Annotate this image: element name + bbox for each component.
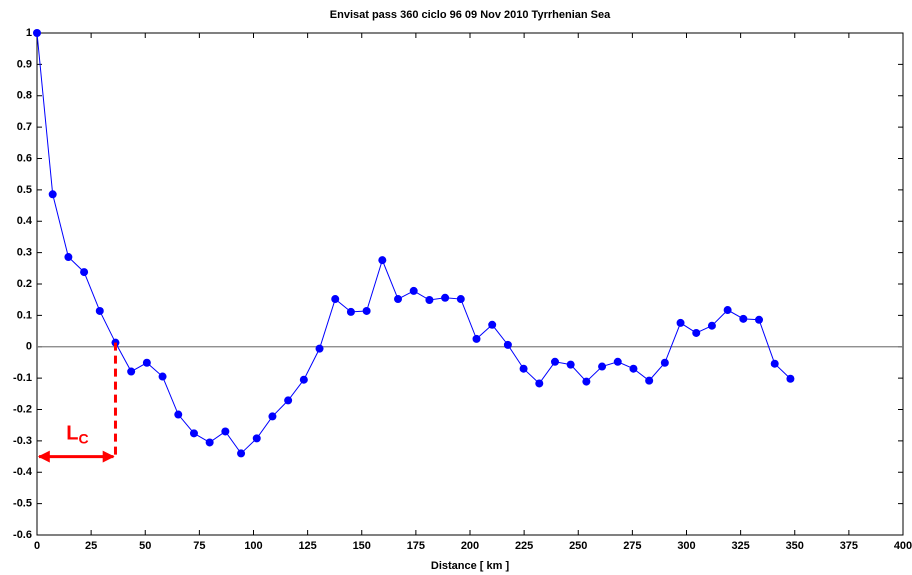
y-tick-label: 0.1 bbox=[17, 309, 32, 321]
annotation-subscript: C bbox=[78, 430, 88, 446]
data-point bbox=[456, 295, 465, 304]
data-point bbox=[503, 340, 512, 349]
y-tick-label: -0.1 bbox=[13, 372, 32, 384]
data-point bbox=[535, 379, 544, 388]
annotation-main: L bbox=[66, 423, 78, 445]
data-point bbox=[629, 364, 638, 373]
x-tick-label: 25 bbox=[85, 540, 97, 552]
data-point bbox=[80, 268, 89, 277]
y-tick-label: 0.9 bbox=[17, 58, 32, 70]
data-point bbox=[158, 372, 167, 381]
data-point bbox=[378, 256, 387, 265]
x-tick-label: 75 bbox=[193, 540, 205, 552]
y-tick-label: 1 bbox=[26, 27, 32, 39]
y-tick-label: 0.2 bbox=[17, 278, 32, 290]
data-point bbox=[95, 306, 104, 315]
x-tick-label: 125 bbox=[298, 540, 316, 552]
x-tick-label: 175 bbox=[407, 540, 425, 552]
chart-title: Envisat pass 360 ciclo 96 09 Nov 2010 Ty… bbox=[330, 9, 611, 21]
data-point bbox=[284, 396, 293, 405]
y-tick-label: 0.3 bbox=[17, 247, 32, 259]
x-tick-label: 225 bbox=[515, 540, 533, 552]
data-point bbox=[786, 374, 795, 383]
y-tick-label: -0.6 bbox=[13, 529, 32, 541]
x-axis-label: Distance [ km ] bbox=[431, 560, 510, 572]
x-tick-label: 100 bbox=[244, 540, 262, 552]
data-point bbox=[48, 190, 57, 199]
y-tick-label: 0.4 bbox=[17, 215, 33, 227]
data-point bbox=[299, 375, 308, 384]
data-line bbox=[36, 32, 791, 455]
x-tick-label: 0 bbox=[34, 540, 40, 552]
x-tick-label: 250 bbox=[569, 540, 587, 552]
x-tick-label: 275 bbox=[623, 540, 641, 552]
y-tick-label: -0.5 bbox=[13, 498, 32, 510]
data-point bbox=[331, 295, 340, 304]
y-tick-label: 0.8 bbox=[17, 90, 32, 102]
data-point bbox=[221, 427, 230, 436]
x-tick-label: 300 bbox=[677, 540, 695, 552]
data-point bbox=[723, 306, 732, 315]
data-point bbox=[205, 438, 214, 447]
data-point bbox=[598, 362, 607, 371]
data-point bbox=[488, 320, 497, 329]
data-point bbox=[613, 357, 622, 366]
data-point bbox=[739, 314, 748, 323]
y-tick-label: 0 bbox=[26, 341, 32, 353]
data-point bbox=[346, 307, 355, 316]
y-tick-label: -0.3 bbox=[13, 435, 32, 447]
y-tick-label: -0.4 bbox=[13, 466, 33, 478]
data-point bbox=[64, 253, 73, 262]
y-tick-label: 0.5 bbox=[17, 184, 32, 196]
data-point bbox=[472, 334, 481, 343]
data-point bbox=[707, 321, 716, 330]
data-point bbox=[127, 367, 136, 376]
x-tick-label: 150 bbox=[353, 540, 371, 552]
data-point bbox=[755, 315, 764, 324]
annotation-label: LC bbox=[66, 423, 88, 446]
x-tick-label: 50 bbox=[139, 540, 151, 552]
x-tick-label: 200 bbox=[461, 540, 479, 552]
data-point bbox=[33, 29, 41, 37]
y-tick-label: 0.6 bbox=[17, 152, 32, 164]
data-point bbox=[142, 358, 151, 367]
plot-frame bbox=[36, 32, 904, 536]
data-point bbox=[237, 449, 246, 458]
data-point bbox=[315, 344, 324, 353]
data-point bbox=[566, 360, 575, 369]
data-point bbox=[409, 286, 418, 295]
data-point bbox=[582, 377, 591, 386]
data-point bbox=[394, 295, 403, 304]
y-tick-label: 0.7 bbox=[17, 121, 32, 133]
data-point bbox=[550, 357, 559, 366]
x-tick-label: 350 bbox=[786, 540, 804, 552]
data-point bbox=[425, 296, 434, 305]
data-point bbox=[441, 293, 450, 302]
data-point bbox=[645, 376, 654, 385]
data-point bbox=[692, 328, 701, 337]
data-point bbox=[660, 358, 669, 367]
data-point bbox=[174, 410, 183, 419]
data-point bbox=[252, 434, 261, 443]
data-point bbox=[770, 359, 779, 368]
data-point bbox=[189, 429, 198, 438]
x-tick-label: 325 bbox=[731, 540, 749, 552]
data-point bbox=[676, 318, 685, 327]
data-point bbox=[268, 412, 277, 421]
data-point bbox=[519, 364, 528, 373]
y-tick-label: -0.2 bbox=[13, 403, 32, 415]
data-point bbox=[362, 306, 371, 315]
x-tick-label: 375 bbox=[840, 540, 858, 552]
x-tick-label: 400 bbox=[894, 540, 912, 552]
